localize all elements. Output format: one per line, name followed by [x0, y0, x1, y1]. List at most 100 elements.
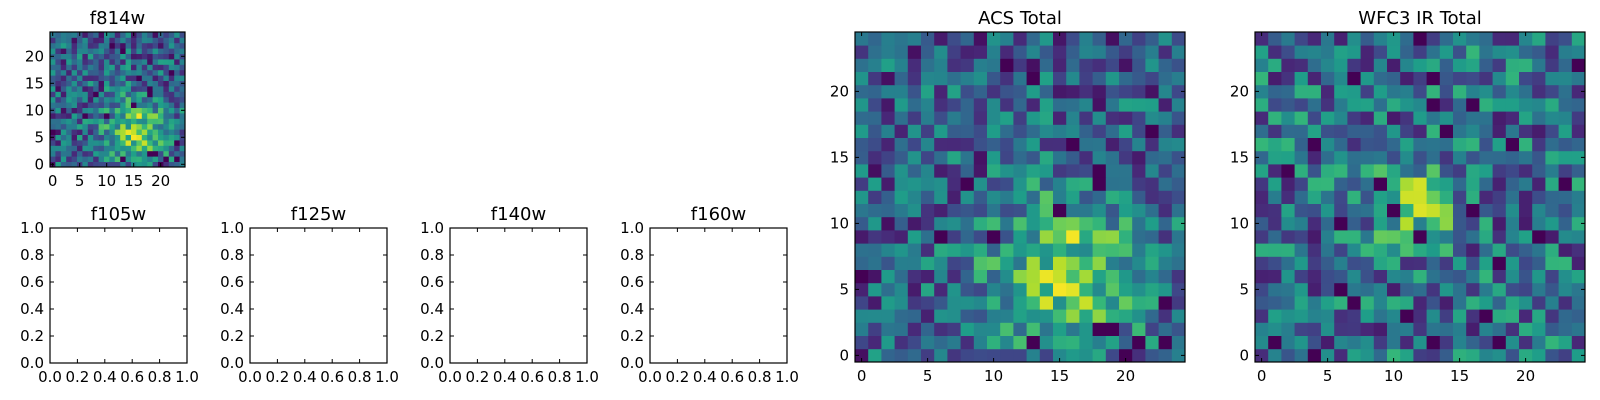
heatmap-cell	[881, 71, 895, 86]
x-tick-label: 0.2	[265, 368, 289, 386]
heatmap-cell	[1013, 124, 1027, 138]
heatmap-cell	[1255, 177, 1269, 191]
heatmap-cell	[921, 348, 935, 363]
heatmap-cell	[1105, 32, 1120, 46]
heatmap-cell	[163, 64, 170, 71]
heatmap-cell	[71, 75, 78, 81]
heatmap-cell	[1066, 335, 1080, 350]
heatmap-cell	[60, 53, 67, 60]
heatmap-cell	[973, 322, 988, 336]
heatmap-cell	[1558, 32, 1573, 46]
heatmap-cell	[1281, 84, 1295, 99]
heatmap-cell	[1145, 58, 1159, 72]
heatmap-cell	[973, 296, 988, 310]
heatmap-cell	[1268, 177, 1282, 191]
y-tick-label: 0.0	[620, 354, 644, 372]
heatmap-cell	[1466, 32, 1480, 46]
heatmap-cell	[163, 75, 170, 81]
heatmap-cell	[1158, 256, 1173, 270]
heatmap-cell	[934, 58, 948, 72]
heatmap-cell	[93, 86, 99, 92]
heatmap-cell	[921, 98, 935, 112]
heatmap-cell	[1373, 32, 1388, 46]
heatmap-cell	[921, 322, 935, 336]
heatmap-cell	[1505, 256, 1520, 270]
heatmap-cell	[921, 137, 935, 152]
heatmap-cell	[1519, 322, 1533, 336]
heatmap-cell	[109, 102, 116, 108]
heatmap-cell	[120, 123, 126, 130]
heatmap-cell	[174, 129, 180, 135]
heatmap-cell	[1321, 84, 1335, 99]
heatmap-cell	[71, 134, 78, 141]
heatmap-cell	[109, 69, 116, 76]
heatmap-cell	[934, 177, 948, 191]
heatmap-cell	[131, 113, 137, 119]
heatmap-cell	[987, 111, 1001, 125]
heatmap-cell	[109, 113, 116, 119]
heatmap-cell	[1453, 203, 1467, 218]
heatmap-cell	[987, 58, 1001, 72]
heatmap-cell	[1400, 348, 1414, 363]
heatmap-cell	[179, 102, 186, 108]
heatmap-cell	[1532, 230, 1546, 244]
heatmap-cell	[1000, 58, 1014, 72]
heatmap-cell	[1373, 150, 1388, 165]
heatmap-cell	[921, 111, 935, 125]
heatmap-cell	[1132, 164, 1146, 178]
heatmap-cell	[93, 113, 99, 119]
heatmap-cell	[1066, 322, 1080, 336]
heatmap-cell	[1079, 190, 1093, 204]
heatmap-cell	[1400, 98, 1414, 112]
heatmap-cell	[1479, 282, 1493, 297]
heatmap-cell	[1039, 282, 1054, 297]
heatmap-cell	[60, 123, 67, 130]
heatmap-cell	[87, 86, 94, 92]
heatmap-cell	[1026, 243, 1041, 257]
heatmap-cell	[1532, 177, 1546, 191]
heatmap-cell	[1466, 243, 1480, 257]
heatmap-cell	[881, 98, 895, 112]
heatmap-cell	[1079, 164, 1093, 178]
heatmap-cell	[104, 140, 110, 146]
heatmap-cell	[1255, 348, 1269, 363]
heatmap-cell	[125, 53, 132, 60]
heatmap-cell	[1255, 256, 1269, 270]
heatmap-cell	[1281, 111, 1295, 125]
heatmap-cell	[152, 145, 159, 152]
heatmap-cell	[163, 53, 170, 60]
heatmap-cell	[921, 335, 935, 350]
heatmap-cell	[894, 98, 909, 112]
heatmap-cell	[1439, 177, 1454, 191]
heatmap-cell	[1439, 335, 1454, 350]
heatmap-cell	[1013, 322, 1027, 336]
heatmap-cell	[98, 69, 105, 76]
heatmap-cell	[71, 80, 78, 87]
heatmap-cell	[1558, 137, 1573, 152]
heatmap-cell	[174, 91, 180, 98]
heatmap-cell	[1334, 124, 1348, 138]
heatmap-cell	[163, 134, 170, 141]
heatmap-cell	[1334, 150, 1348, 165]
heatmap-cell	[141, 53, 148, 60]
heatmap-cell	[136, 161, 143, 168]
heatmap-cell	[1479, 230, 1493, 244]
heatmap-cell	[174, 86, 180, 92]
heatmap-cell	[868, 243, 882, 257]
heatmap-cell	[1105, 124, 1120, 138]
heatmap-cell	[1039, 190, 1054, 204]
heatmap-cell	[1479, 322, 1493, 336]
heatmap-cell	[158, 96, 164, 103]
heatmap-cell	[1519, 243, 1533, 257]
heatmap-cell	[1026, 230, 1041, 244]
heatmap-cell	[1400, 137, 1414, 152]
heatmap-cell	[1466, 84, 1480, 99]
heatmap-cell	[98, 134, 105, 141]
x-tick-label: 10	[984, 367, 1003, 385]
panel-title: f140w	[491, 204, 546, 225]
heatmap-cell	[114, 96, 121, 103]
heatmap-cell	[1119, 58, 1133, 72]
heatmap-cell	[77, 96, 83, 103]
heatmap-cell	[1158, 177, 1173, 191]
